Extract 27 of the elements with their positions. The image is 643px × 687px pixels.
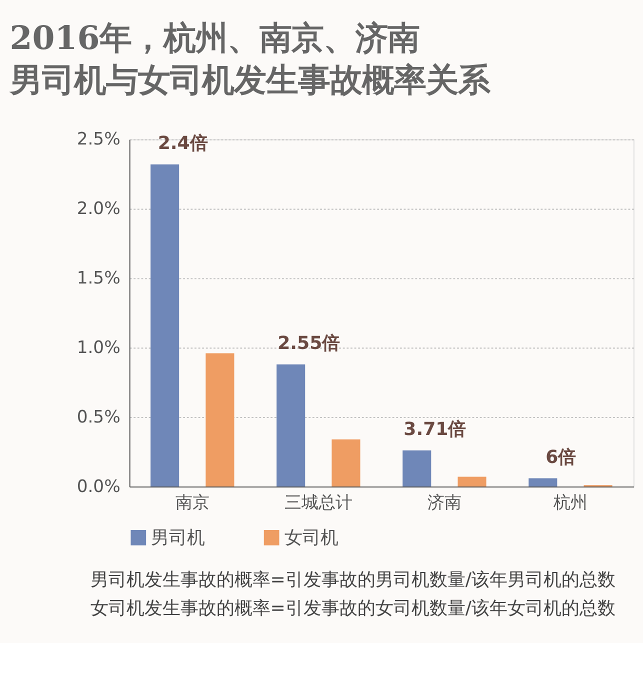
x-tick-label: 南京 (175, 492, 210, 513)
bar (528, 478, 558, 487)
bar (402, 450, 432, 487)
y-tick-label: 1.5% (76, 268, 120, 288)
y-tick-label: 1.0% (76, 338, 120, 358)
y-tick-label: 0.0% (76, 476, 120, 497)
text: 女司机发生事故的概率=引发事故的女司机数量/该年女司机的总数 (90, 598, 616, 619)
y-tick-label: 2.5% (76, 130, 120, 150)
bar (332, 439, 360, 487)
text: 男司机发生事故的概率=引发事故的男司机数量/该年男司机的总数 (90, 569, 616, 590)
x-tick-label: 三城总计 (284, 492, 352, 513)
text: 2016年，杭州、南京、济南 (10, 18, 420, 57)
legend-label: 男司机 (151, 527, 206, 548)
x-tick-label: 济南 (427, 492, 462, 513)
bar (276, 364, 306, 487)
bar (458, 476, 486, 487)
text: 男司机与女司机发生事故概率关系 (10, 60, 490, 99)
y-tick-label: 2.0% (76, 199, 120, 220)
bar (206, 353, 234, 487)
bar (150, 164, 180, 487)
annotation: 6倍 (546, 446, 576, 468)
annotation: 3.71倍 (404, 419, 466, 440)
y-tick-label: 0.5% (76, 407, 120, 428)
legend-label: 女司机 (284, 527, 338, 548)
x-tick-label: 杭州 (552, 492, 588, 513)
annotation: 2.55倍 (278, 333, 340, 354)
annotation: 2.4倍 (158, 133, 208, 154)
